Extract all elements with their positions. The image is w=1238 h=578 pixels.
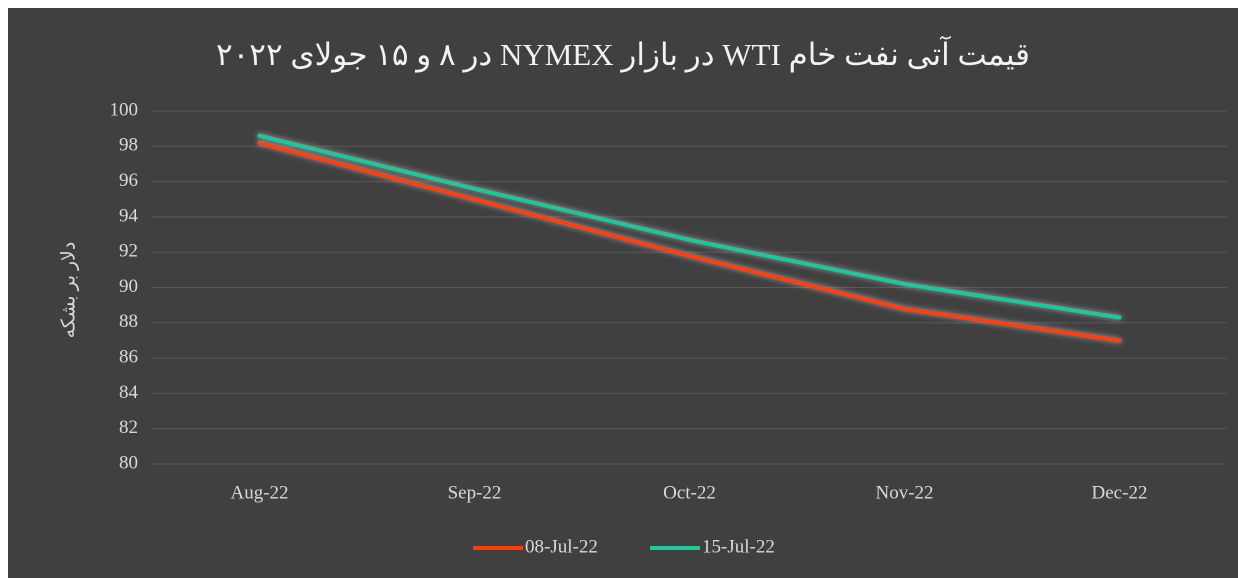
x-tick-label: Aug-22 (230, 482, 288, 503)
y-tick-label: 98 (119, 135, 138, 156)
y-tick-label: 82 (119, 417, 138, 438)
y-tick-label: 84 (119, 382, 139, 403)
y-tick-label: 94 (119, 205, 139, 226)
y-tick-label: 90 (119, 276, 138, 297)
y-tick-label: 92 (119, 241, 138, 262)
legend-label: 15-Jul-22 (702, 536, 775, 557)
y-tick-label: 80 (119, 452, 138, 473)
legend-label: 08-Jul-22 (525, 536, 598, 557)
y-axis-label: دلار بر بشکه (58, 242, 79, 339)
y-tick-label: 88 (119, 311, 138, 332)
chart-background (8, 8, 1238, 578)
x-tick-label: Sep-22 (448, 482, 502, 503)
data-line (257, 140, 1122, 343)
y-tick-label: 86 (119, 346, 138, 367)
y-tick-label: 96 (119, 170, 138, 191)
data-line (257, 133, 1122, 320)
x-tick-label: Nov-22 (875, 482, 933, 503)
x-tick-label: Dec-22 (1092, 482, 1148, 503)
chart-title: قیمت آتی نفت خام WTI در بازار NYMEX در ۸… (216, 35, 1030, 73)
x-tick-label: Oct-22 (663, 482, 716, 503)
y-tick-label: 100 (110, 99, 139, 120)
